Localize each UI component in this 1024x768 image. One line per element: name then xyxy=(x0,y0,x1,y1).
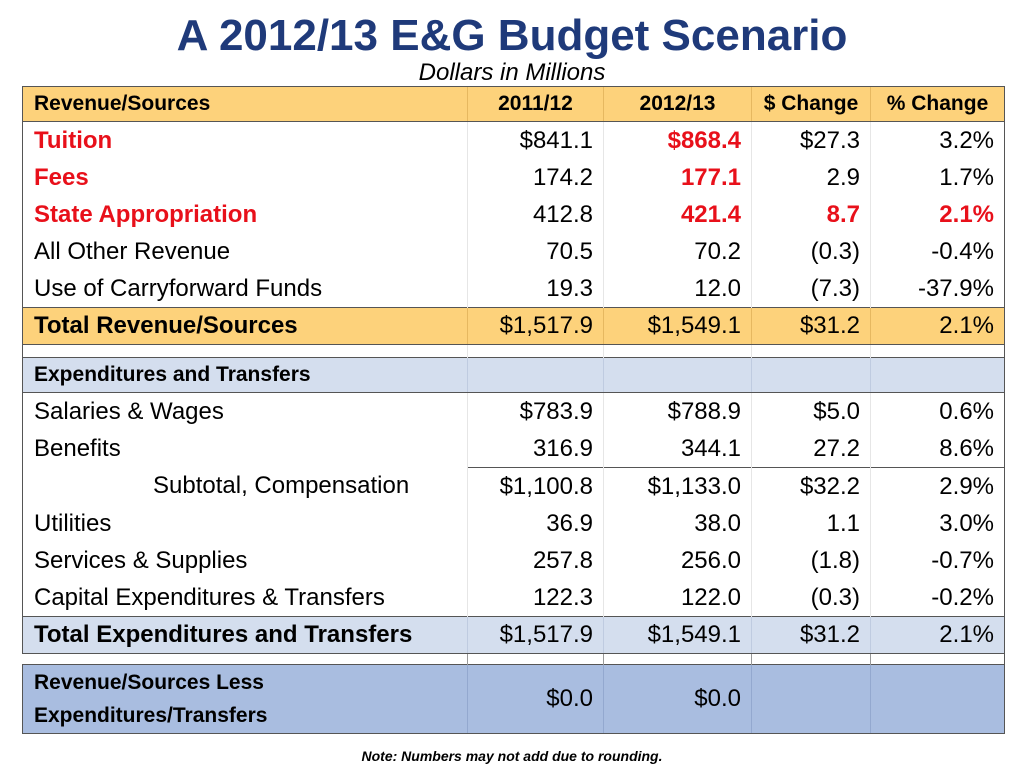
cell-2011-12: $1,100.8 xyxy=(467,467,604,505)
table-row-tuition: Tuition $841.1 $868.4 $27.3 3.2% xyxy=(22,121,1005,159)
cell-2012-13: 70.2 xyxy=(603,233,752,270)
cell-2011-12: 174.2 xyxy=(467,159,604,196)
row-label: Services & Supplies xyxy=(22,542,468,579)
row-label: Benefits xyxy=(22,430,468,468)
cell-2012-13: 421.4 xyxy=(603,196,752,233)
cell-percent-change: -0.2% xyxy=(870,579,1005,617)
table-row-services-supplies: Services & Supplies 257.8 256.0 (1.8) -0… xyxy=(22,542,1005,579)
cell-2012-13: 122.0 xyxy=(603,579,752,617)
page-title: A 2012/13 E&G Budget Scenario xyxy=(176,11,848,60)
row-label: All Other Revenue xyxy=(22,233,468,270)
cell-dollar-change: $27.3 xyxy=(751,121,871,159)
cell-dollar-change: 2.9 xyxy=(751,159,871,196)
cell-percent-change: 0.6% xyxy=(870,392,1005,430)
table-row-salaries-wages: Salaries & Wages $783.9 $788.9 $5.0 0.6% xyxy=(22,392,1005,430)
cell-2012-13: $1,549.1 xyxy=(603,307,752,345)
cell-2011-12: $1,517.9 xyxy=(467,307,604,345)
table-row-state-appropriation: State Appropriation 412.8 421.4 8.7 2.1% xyxy=(22,196,1005,233)
cell-2012-13: 344.1 xyxy=(603,430,752,468)
cell-percent-change: 2.1% xyxy=(870,307,1005,345)
header-2011-12: 2011/12 xyxy=(467,86,604,122)
cell-dollar-change: 1.1 xyxy=(751,505,871,542)
cell-percent-change: 8.6% xyxy=(870,430,1005,468)
cell-2012-13: $0.0 xyxy=(603,664,752,734)
table-row-capital-expenditures: Capital Expenditures & Transfers 122.3 1… xyxy=(22,579,1005,617)
row-label: State Appropriation xyxy=(22,196,468,233)
cell-percent-change: 2.9% xyxy=(870,467,1005,505)
cell-2012-13: $1,549.1 xyxy=(603,616,752,654)
header-2012-13: 2012/13 xyxy=(603,86,752,122)
cell-percent-change xyxy=(870,664,1005,734)
table-row-utilities: Utilities 36.9 38.0 1.1 3.0% xyxy=(22,505,1005,542)
cell-2011-12: 19.3 xyxy=(467,270,604,308)
cell-2011-12: $841.1 xyxy=(467,121,604,159)
cell-2011-12: 412.8 xyxy=(467,196,604,233)
row-label: Capital Expenditures & Transfers xyxy=(22,579,468,617)
cell-2011-12: 257.8 xyxy=(467,542,604,579)
cell-2011-12: 316.9 xyxy=(467,430,604,468)
row-label: Total Revenue/Sources xyxy=(22,307,468,345)
cell-2012-13: 38.0 xyxy=(603,505,752,542)
row-label: Total Expenditures and Transfers xyxy=(22,616,468,654)
cell-2011-12: 36.9 xyxy=(467,505,604,542)
cell-dollar-change: $32.2 xyxy=(751,467,871,505)
cell-2011-12: $783.9 xyxy=(467,392,604,430)
table-row-all-other-revenue: All Other Revenue 70.5 70.2 (0.3) -0.4% xyxy=(22,233,1005,270)
table-row-carryforward: Use of Carryforward Funds 19.3 12.0 (7.3… xyxy=(22,270,1005,308)
table-header-row: Revenue/Sources 2011/12 2012/13 $ Change… xyxy=(22,86,1005,122)
cell-2012-13: 177.1 xyxy=(603,159,752,196)
cell-percent-change: 3.0% xyxy=(870,505,1005,542)
footnote: Note: Numbers may not add due to roundin… xyxy=(361,748,663,764)
cell-2012-13: $788.9 xyxy=(603,392,752,430)
expenditures-header-row: Expenditures and Transfers xyxy=(22,357,1005,393)
row-label: Salaries & Wages xyxy=(22,392,468,430)
cell-dollar-change: (1.8) xyxy=(751,542,871,579)
cell-dollar-change: 8.7 xyxy=(751,196,871,233)
spacer-row xyxy=(22,344,1005,358)
header-percent-change: % Change xyxy=(870,86,1005,122)
cell-2012-13: $868.4 xyxy=(603,121,752,159)
row-label: Utilities xyxy=(22,505,468,542)
table-row-benefits: Benefits 316.9 344.1 27.2 8.6% xyxy=(22,430,1005,468)
row-label: Revenue/Sources Less Expenditures/Transf… xyxy=(22,664,468,734)
table-row-fees: Fees 174.2 177.1 2.9 1.7% xyxy=(22,159,1005,196)
cell-dollar-change xyxy=(751,664,871,734)
cell-2011-12: 70.5 xyxy=(467,233,604,270)
row-label: Fees xyxy=(22,159,468,196)
cell-dollar-change: $31.2 xyxy=(751,616,871,654)
spacer-row xyxy=(23,653,1005,665)
cell-dollar-change: (7.3) xyxy=(751,270,871,308)
cell-dollar-change: (0.3) xyxy=(751,579,871,617)
page-subtitle: Dollars in Millions xyxy=(418,59,606,86)
cell-2012-13: 12.0 xyxy=(603,270,752,308)
header-label: Revenue/Sources xyxy=(22,86,468,122)
cell-dollar-change: (0.3) xyxy=(751,233,871,270)
cell-dollar-change: $31.2 xyxy=(751,307,871,345)
cell-2012-13: 256.0 xyxy=(603,542,752,579)
cell-dollar-change: $5.0 xyxy=(751,392,871,430)
cell-dollar-change: 27.2 xyxy=(751,430,871,468)
section-heading: Expenditures and Transfers xyxy=(22,357,468,393)
cell-percent-change: 2.1% xyxy=(870,196,1005,233)
net-row: Revenue/Sources Less Expenditures/Transf… xyxy=(22,664,1005,734)
cell-percent-change: -37.9% xyxy=(870,270,1005,308)
cell-percent-change: -0.4% xyxy=(870,233,1005,270)
cell-percent-change: 3.2% xyxy=(870,121,1005,159)
row-label: Tuition xyxy=(22,121,468,159)
cell-percent-change: 1.7% xyxy=(870,159,1005,196)
cell-2011-12: $0.0 xyxy=(467,664,604,734)
row-label: Use of Carryforward Funds xyxy=(22,270,468,308)
header-dollar-change: $ Change xyxy=(751,86,871,122)
row-label: Subtotal, Compensation xyxy=(22,467,468,505)
subtotal-compensation-row: Subtotal, Compensation $1,100.8 $1,133.0… xyxy=(22,467,1005,505)
expenditure-total-row: Total Expenditures and Transfers $1,517.… xyxy=(22,616,1005,654)
cell-percent-change: 2.1% xyxy=(870,616,1005,654)
cell-2011-12: 122.3 xyxy=(467,579,604,617)
cell-2011-12: $1,517.9 xyxy=(467,616,604,654)
revenue-total-row: Total Revenue/Sources $1,517.9 $1,549.1 … xyxy=(22,307,1005,345)
cell-2012-13: $1,133.0 xyxy=(603,467,752,505)
cell-percent-change: -0.7% xyxy=(870,542,1005,579)
budget-table: Revenue/Sources 2011/12 2012/13 $ Change… xyxy=(22,86,1005,734)
